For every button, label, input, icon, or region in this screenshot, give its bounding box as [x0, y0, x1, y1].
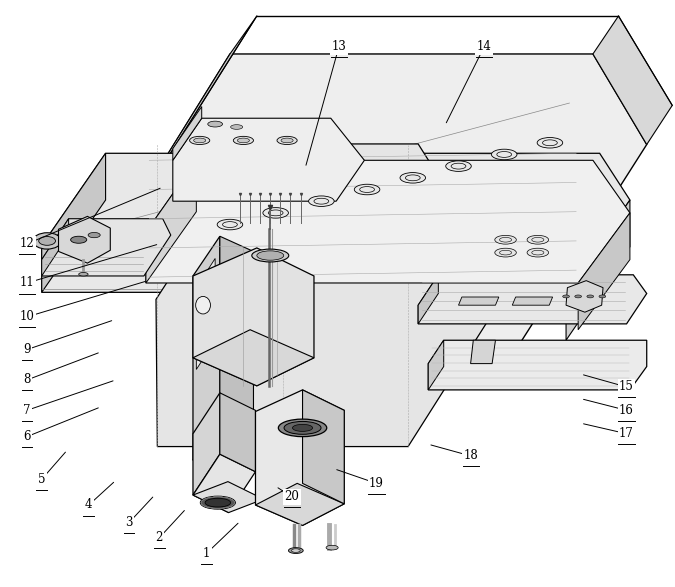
Ellipse shape [400, 173, 425, 183]
Ellipse shape [196, 296, 211, 314]
Text: 9: 9 [23, 343, 30, 356]
Ellipse shape [234, 136, 254, 144]
Polygon shape [458, 297, 499, 305]
Ellipse shape [284, 421, 321, 434]
Ellipse shape [278, 419, 327, 437]
Ellipse shape [292, 549, 300, 552]
Polygon shape [566, 281, 603, 312]
Text: 14: 14 [477, 41, 491, 53]
Polygon shape [428, 340, 647, 390]
Ellipse shape [599, 295, 605, 298]
Polygon shape [193, 393, 220, 495]
Text: 6: 6 [23, 430, 30, 443]
Polygon shape [173, 107, 202, 160]
Ellipse shape [238, 138, 250, 143]
Ellipse shape [527, 235, 549, 244]
Ellipse shape [256, 251, 284, 260]
Text: 13: 13 [331, 41, 346, 53]
Ellipse shape [326, 545, 338, 550]
Polygon shape [256, 390, 344, 525]
Text: 15: 15 [619, 380, 634, 393]
Polygon shape [193, 330, 314, 386]
Text: 16: 16 [619, 404, 634, 417]
Ellipse shape [200, 496, 236, 509]
Text: 2: 2 [156, 531, 163, 544]
Polygon shape [146, 160, 196, 283]
Polygon shape [196, 258, 215, 369]
Polygon shape [193, 248, 314, 386]
Polygon shape [59, 217, 110, 263]
Ellipse shape [563, 295, 570, 298]
Text: 3: 3 [126, 516, 133, 529]
Ellipse shape [231, 124, 243, 129]
Polygon shape [256, 483, 344, 525]
Polygon shape [146, 160, 630, 283]
Polygon shape [428, 340, 443, 390]
Ellipse shape [88, 232, 100, 238]
Ellipse shape [71, 236, 87, 243]
Text: 12: 12 [20, 237, 34, 250]
Polygon shape [92, 16, 256, 276]
Polygon shape [42, 153, 630, 292]
Polygon shape [578, 213, 630, 330]
Ellipse shape [587, 295, 593, 298]
Polygon shape [42, 153, 105, 292]
Polygon shape [92, 54, 647, 360]
Text: 8: 8 [23, 373, 30, 386]
Ellipse shape [527, 248, 549, 257]
Polygon shape [220, 393, 256, 472]
Ellipse shape [252, 249, 289, 262]
Text: 11: 11 [20, 276, 34, 289]
Ellipse shape [263, 208, 288, 218]
Text: 20: 20 [284, 490, 299, 503]
Ellipse shape [38, 237, 55, 245]
Ellipse shape [190, 136, 210, 144]
Ellipse shape [575, 295, 582, 298]
Ellipse shape [217, 220, 243, 230]
Ellipse shape [446, 161, 471, 171]
Text: 7: 7 [23, 404, 30, 417]
Polygon shape [512, 297, 553, 305]
Ellipse shape [208, 121, 223, 127]
Polygon shape [42, 219, 69, 276]
Polygon shape [302, 390, 344, 504]
Ellipse shape [205, 498, 231, 507]
Ellipse shape [495, 248, 516, 257]
Polygon shape [193, 236, 220, 460]
Ellipse shape [277, 136, 297, 144]
Text: 5: 5 [38, 473, 45, 486]
Text: 10: 10 [20, 311, 34, 323]
Ellipse shape [537, 137, 563, 148]
Text: 18: 18 [463, 450, 478, 463]
Polygon shape [193, 419, 254, 476]
Ellipse shape [194, 138, 206, 143]
Ellipse shape [288, 548, 303, 554]
Ellipse shape [491, 149, 517, 160]
Polygon shape [193, 448, 260, 476]
Ellipse shape [354, 184, 380, 195]
Text: 4: 4 [85, 498, 92, 511]
Ellipse shape [308, 196, 334, 207]
Polygon shape [470, 340, 495, 363]
Polygon shape [193, 481, 263, 512]
Polygon shape [418, 275, 647, 324]
Polygon shape [593, 16, 672, 144]
Polygon shape [42, 219, 171, 276]
Polygon shape [418, 275, 438, 324]
Ellipse shape [281, 138, 293, 143]
Polygon shape [220, 236, 254, 435]
Polygon shape [193, 454, 256, 512]
Ellipse shape [33, 232, 61, 249]
Polygon shape [173, 118, 364, 201]
Ellipse shape [495, 235, 516, 244]
Text: 1: 1 [202, 547, 210, 560]
Ellipse shape [292, 424, 313, 431]
Polygon shape [566, 200, 630, 340]
Ellipse shape [79, 272, 88, 276]
Polygon shape [156, 144, 509, 447]
Text: 19: 19 [369, 477, 384, 490]
Text: 17: 17 [619, 427, 634, 440]
